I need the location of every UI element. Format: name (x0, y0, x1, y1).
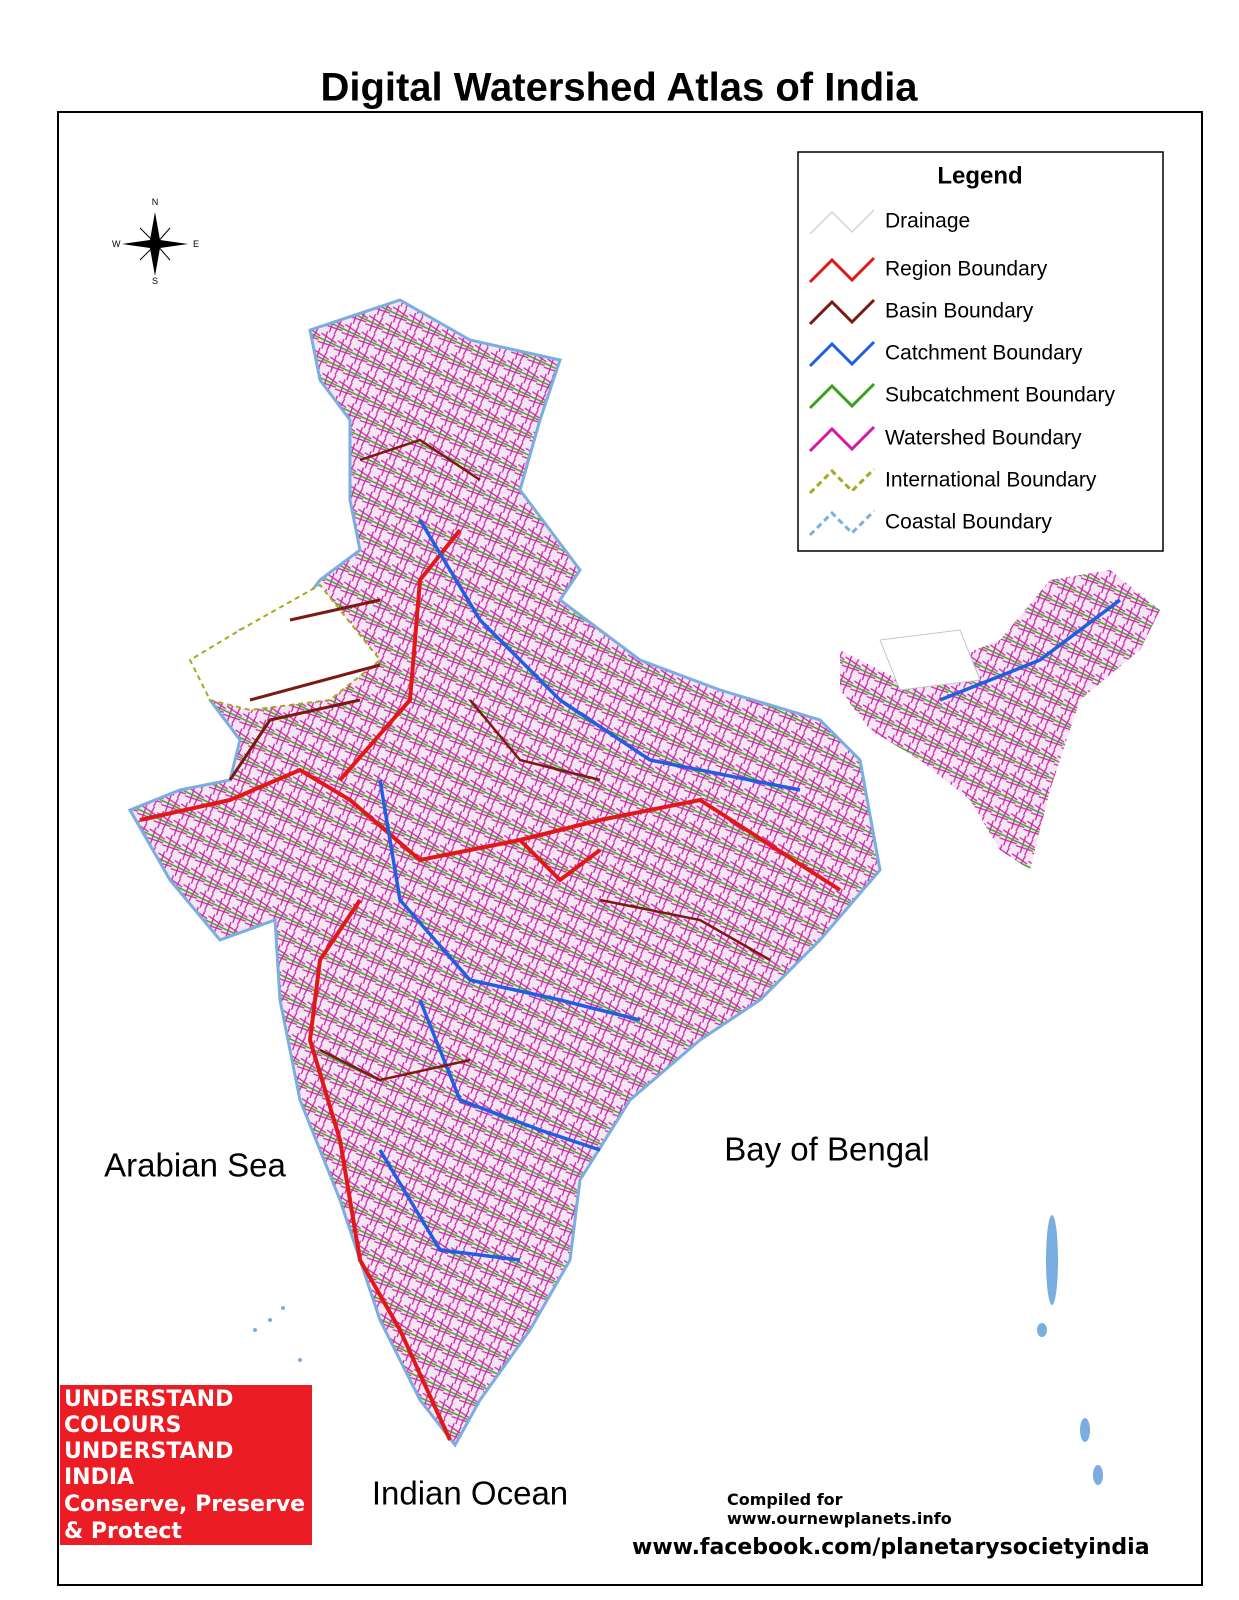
legend-title: Legend (937, 162, 1022, 189)
water-label: Bay of Bengal (724, 1131, 929, 1168)
legend-swatch (808, 340, 876, 368)
credit: Compiled for (727, 1490, 843, 1509)
legend: Legend Drainage Region Boundary Basin Boun… (797, 151, 1164, 552)
map-frame (57, 111, 1203, 1586)
title: Digital Watershed Atlas of India (320, 66, 918, 110)
legend-swatch (808, 298, 876, 326)
compass-w: W (112, 239, 121, 249)
legend-label: Region Boundary (885, 258, 1048, 281)
legend-label: Watershed Boundary (885, 427, 1082, 450)
credit-url: www.facebook.com/planetarysocietyindia (632, 1535, 1150, 1560)
compass-n: N (152, 197, 159, 207)
compass: N S E W (112, 197, 199, 286)
banner-box (60, 1385, 312, 1545)
legend-swatch (808, 509, 876, 537)
legend-label: Drainage (885, 210, 970, 233)
legend-swatch (808, 382, 876, 410)
water-label: Arabian Sea (104, 1147, 286, 1184)
banner-line: Conserve, Preserve (64, 1492, 305, 1517)
banner-line: COLOURS (64, 1413, 181, 1438)
legend-items: Drainage Region Boundary Basin Boundary Cat… (808, 209, 1115, 537)
legend-box (797, 151, 1164, 552)
legend-swatch (808, 256, 876, 284)
legend-label: Subcatchment Boundary (885, 384, 1115, 407)
legend-label: Basin Boundary (885, 300, 1034, 323)
india-map (127, 298, 1160, 1485)
legend-label: Catchment Boundary (885, 342, 1083, 365)
legend-label: Coastal Boundary (885, 511, 1052, 534)
banner-line: & Protect (64, 1519, 182, 1544)
legend-swatch (808, 467, 876, 495)
legend-label: International Boundary (885, 469, 1097, 492)
compass-s: S (152, 276, 158, 286)
compass-e: E (193, 239, 199, 249)
banner-line: INDIA (64, 1465, 134, 1490)
credit: www.ournewplanets.info (727, 1509, 952, 1528)
banner: UNDERSTAND COLOURS UNDERSTAND INDIA Cons… (60, 1385, 312, 1545)
banner-line: UNDERSTAND (64, 1439, 233, 1464)
water-label: Indian Ocean (372, 1475, 568, 1512)
legend-swatch (808, 425, 876, 453)
legend-swatch (809, 209, 875, 235)
banner-line: UNDERSTAND (64, 1387, 233, 1412)
